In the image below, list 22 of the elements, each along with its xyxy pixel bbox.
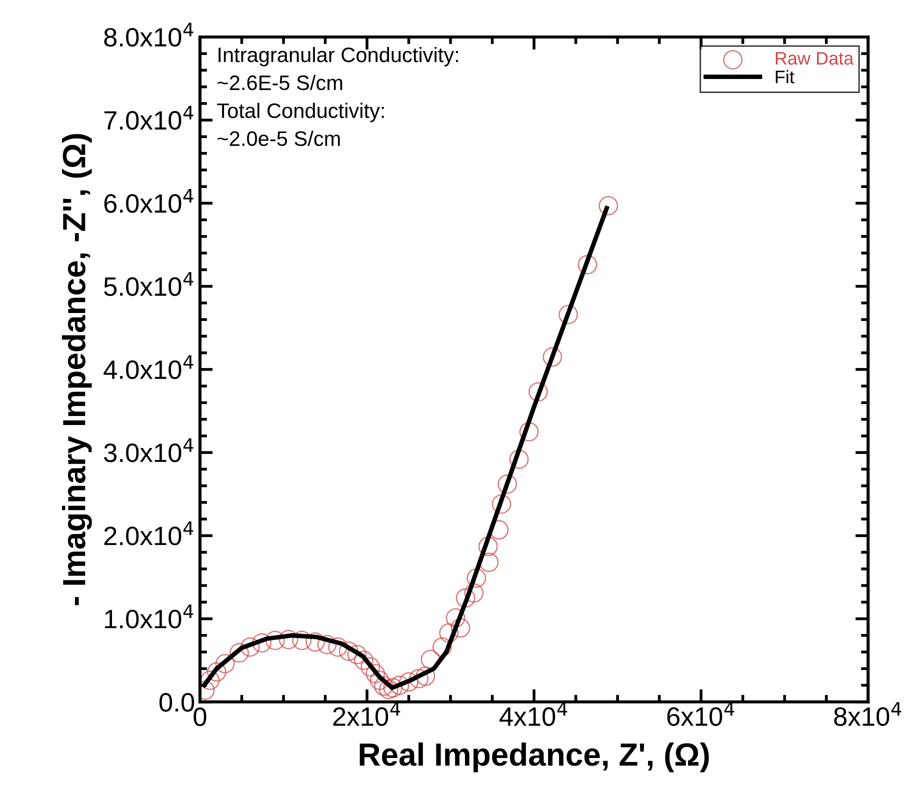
y-tick-label: 5.0x10$^{4}$ [104, 272, 194, 296]
y-tick-label: 2.0x10$^{4}$ [104, 521, 194, 546]
annotation: ~2.0e-5 S/cm [218, 130, 340, 146]
x-tick-label: 2x10$^{4}$ [333, 702, 400, 726]
annotation: ~2.6E-5 S/cm [218, 74, 342, 90]
annotation: Total Conductivity: [217, 102, 384, 122]
y-tick-label: 1.0x10$^{4}$ [105, 604, 194, 628]
x-tick-label: 0 [194, 707, 206, 726]
y-tick-label: 3.0x10$^{4}$ [104, 438, 194, 462]
legend-label: Raw Data [776, 52, 854, 65]
y-tick-label: 4.0x10$^{4}$ [104, 355, 194, 380]
annotation: Intragranular Conductivity: [218, 46, 458, 66]
legend-label: Fit [776, 70, 794, 84]
y-tick-label: 7.0x10$^{4}$ [104, 106, 194, 130]
x-tick-label: 8x10$^{4}$ [834, 702, 902, 726]
y-tick-label: 6.0x10$^{4}$ [104, 189, 194, 213]
x-axis-title: Real Impedance, Z', (Ω) [360, 742, 709, 772]
x-tick-label: 6x10$^{4}$ [667, 702, 734, 726]
x-tick-label: 4x10$^{4}$ [500, 702, 568, 726]
y-tick-label: 8.0x10$^{4}$ [104, 22, 194, 47]
y-tick-label: 0.0 [159, 693, 194, 712]
y-axis-title: - Imaginary Impedance, -Z'', (Ω) [62, 134, 92, 606]
